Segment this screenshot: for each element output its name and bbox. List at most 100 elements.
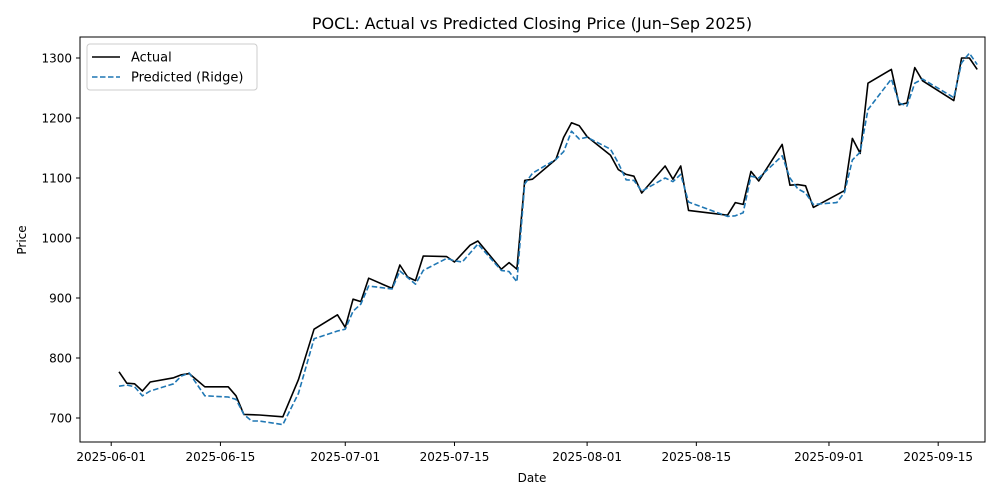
data-point [578, 138, 581, 141]
x-tick-label: 2025-06-01 [76, 450, 146, 464]
data-point [359, 303, 362, 306]
data-point [203, 385, 206, 388]
data-point [125, 384, 128, 387]
data-point [445, 257, 448, 260]
data-point [960, 61, 963, 64]
data-point [835, 201, 838, 204]
data-point [625, 178, 628, 181]
data-point [367, 277, 370, 280]
x-tick-label: 2025-07-15 [420, 450, 490, 464]
data-point [203, 394, 206, 397]
data-point [921, 78, 924, 81]
data-point [609, 154, 612, 157]
data-point [796, 183, 799, 186]
data-point [469, 244, 472, 247]
data-point [905, 105, 908, 108]
y-tick-label: 1100 [41, 172, 72, 186]
data-point [352, 310, 355, 313]
data-point [866, 82, 869, 85]
data-point [531, 172, 534, 175]
data-point [968, 57, 971, 60]
data-point [336, 313, 339, 316]
data-point [749, 175, 752, 178]
data-point [227, 385, 230, 388]
plot-frame [79, 36, 986, 443]
data-point [796, 187, 799, 190]
data-point [968, 52, 971, 55]
data-point [749, 170, 752, 173]
data-point [141, 394, 144, 397]
data-point [453, 259, 456, 262]
data-point [570, 130, 573, 133]
data-point [664, 177, 667, 180]
data-point [960, 57, 963, 60]
data-point [734, 214, 737, 217]
data-point [281, 423, 284, 426]
data-point [687, 201, 690, 204]
data-point [554, 158, 557, 161]
x-tick-label: 2025-09-15 [903, 450, 973, 464]
data-point [687, 209, 690, 212]
data-point [422, 255, 425, 258]
data-point [336, 330, 339, 333]
data-point [898, 102, 901, 105]
data-point [531, 178, 534, 181]
data-point [804, 192, 807, 195]
chart-title: POCL: Actual vs Predicted Closing Price … [312, 14, 752, 33]
data-point [788, 184, 791, 187]
data-point [118, 385, 121, 388]
y-tick-label: 900 [49, 292, 72, 306]
x-tick-label: 2025-08-15 [661, 450, 731, 464]
data-point [422, 269, 425, 272]
data-point [812, 206, 815, 209]
data-point [235, 394, 238, 397]
x-tick-label: 2025-09-01 [794, 450, 864, 464]
data-point [742, 211, 745, 214]
data-point [508, 270, 511, 273]
data-point [188, 372, 191, 375]
x-tick-label: 2025-08-01 [552, 450, 622, 464]
data-point [476, 243, 479, 246]
data-point [352, 298, 355, 301]
data-point [180, 375, 183, 378]
data-point [952, 96, 955, 99]
data-point [617, 162, 620, 165]
series-line-0 [118, 57, 978, 418]
data-point [757, 180, 760, 183]
data-point [133, 385, 136, 388]
data-point [149, 390, 152, 393]
data-point [781, 154, 784, 157]
data-point [297, 378, 300, 381]
data-point [313, 328, 316, 331]
data-point [344, 328, 347, 331]
data-point [976, 63, 979, 66]
data-point [515, 280, 518, 283]
data-point [734, 201, 737, 204]
data-point [671, 180, 674, 183]
data-point [414, 283, 417, 286]
data-point [313, 337, 316, 340]
data-point [476, 240, 479, 243]
data-point [851, 159, 854, 162]
y-tick-label: 700 [49, 412, 72, 426]
data-point [804, 184, 807, 187]
data-point [851, 137, 854, 140]
series-line-1 [118, 52, 978, 426]
data-point [133, 382, 136, 385]
data-point [172, 376, 175, 379]
data-point [508, 261, 511, 264]
data-point [367, 285, 370, 288]
data-point [227, 396, 230, 399]
data-point [258, 414, 261, 417]
data-point [757, 177, 760, 180]
data-point [632, 175, 635, 178]
data-point [632, 179, 635, 182]
data-point [859, 151, 862, 154]
x-axis-label: Date [518, 471, 547, 485]
data-point [586, 136, 589, 139]
data-point [281, 415, 284, 418]
x-tick-label: 2025-07-01 [310, 450, 380, 464]
data-point [952, 99, 955, 102]
data-point [866, 108, 869, 111]
